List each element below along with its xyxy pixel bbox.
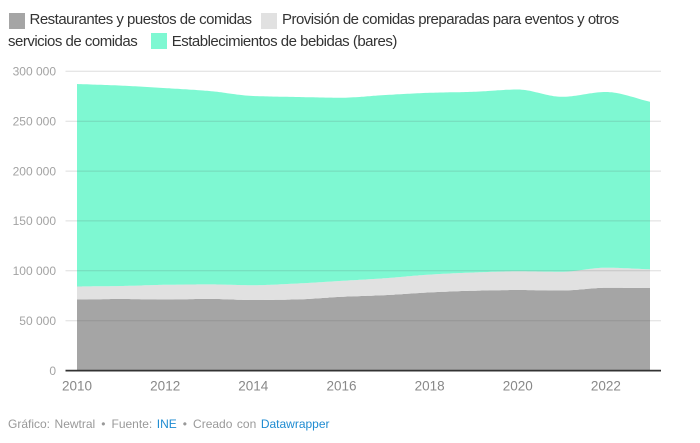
svg-text:2010: 2010 [62,379,92,394]
svg-text:150 000: 150 000 [13,214,57,228]
svg-text:2018: 2018 [415,379,445,394]
svg-text:2012: 2012 [150,379,180,394]
svg-text:0: 0 [49,364,56,378]
svg-text:2016: 2016 [326,379,356,394]
svg-text:200 000: 200 000 [13,164,57,178]
svg-text:100 000: 100 000 [13,264,57,278]
svg-text:2014: 2014 [238,379,269,394]
svg-text:300 000: 300 000 [13,65,57,79]
svg-text:2020: 2020 [503,379,533,394]
svg-text:2022: 2022 [591,379,621,394]
svg-text:250 000: 250 000 [13,114,57,128]
svg-text:50 000: 50 000 [19,314,56,328]
